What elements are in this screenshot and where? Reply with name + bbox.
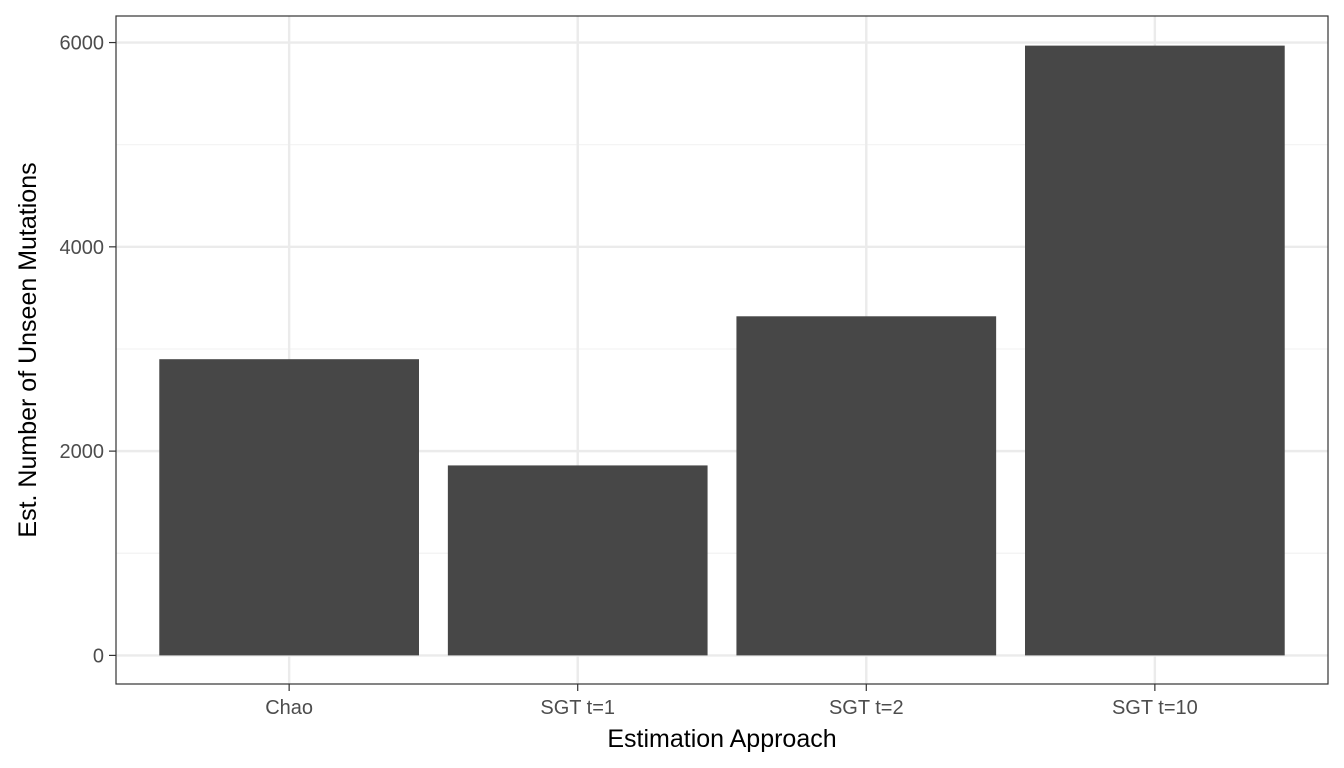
y-tick-label: 6000 [60, 33, 105, 55]
x-tick-label: Chao [265, 697, 313, 719]
y-tick-label: 2000 [60, 441, 105, 463]
y-axis: 0 2000 4000 6000 [60, 33, 116, 667]
bar-sgt-t-10 [1025, 45, 1285, 656]
bars [159, 45, 1285, 656]
plot-panel-border [115, 15, 1329, 685]
bar-sgt-t-1 [447, 465, 708, 656]
y-tick-label: 4000 [60, 237, 105, 259]
x-axis-title: Estimation Approach [607, 725, 836, 753]
bar-sgt-t-2 [736, 316, 997, 656]
x-tick-label: SGT t=2 [829, 697, 904, 719]
y-tick-label: 0 [93, 645, 104, 667]
bar-chao [159, 359, 420, 656]
y-axis-title: Est. Number of Unseen Mutations [14, 162, 42, 537]
x-axis: Chao SGT t=1 SGT t=2 SGT t=10 [265, 684, 1198, 719]
x-tick-label: SGT t=1 [540, 697, 615, 719]
x-tick-label: SGT t=10 [1112, 697, 1198, 719]
